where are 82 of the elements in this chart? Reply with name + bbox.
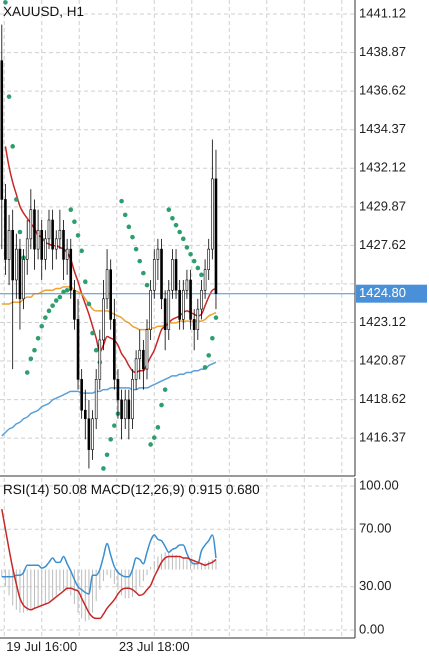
point — [210, 336, 215, 341]
point — [162, 387, 168, 392]
line-series — [1, 508, 217, 620]
point — [24, 370, 30, 375]
y-tick-label: 1423.12 — [359, 314, 406, 329]
point — [79, 248, 84, 254]
point — [10, 144, 15, 149]
point — [39, 324, 44, 329]
point — [126, 224, 132, 230]
line-series — [1, 361, 217, 437]
y-tick-label: 1416.37 — [359, 430, 406, 445]
point — [64, 288, 70, 293]
point — [43, 315, 48, 320]
x-tick-label: 19 Jul 16:00 — [6, 639, 78, 654]
y-tick-label: 1432.12 — [359, 160, 406, 175]
point — [159, 402, 164, 408]
point — [54, 298, 59, 303]
point — [14, 197, 19, 202]
point — [177, 230, 182, 234]
y-tick-label: 70.00 — [359, 520, 392, 536]
point — [137, 258, 142, 264]
candlestick — [138, 329, 142, 380]
y-tick-label: 1418.62 — [359, 391, 406, 406]
point — [86, 302, 92, 306]
point — [3, 0, 8, 5]
line-series — [1, 286, 217, 330]
y-tick-label: 30.00 — [359, 578, 392, 594]
point — [141, 270, 146, 276]
point — [174, 222, 178, 228]
y-tick-label: 1441.12 — [359, 5, 406, 20]
point — [170, 216, 175, 221]
y-tick-label: 1434.37 — [359, 121, 406, 136]
point — [119, 198, 124, 204]
ref-line-label: 1424.80 — [359, 285, 406, 300]
point — [214, 315, 218, 320]
y-tick-label: 1427.62 — [359, 236, 406, 252]
point — [188, 252, 193, 257]
point — [76, 233, 80, 238]
point — [108, 437, 113, 442]
point — [166, 207, 172, 212]
candlestick — [124, 389, 127, 430]
point — [94, 348, 98, 353]
y-tick-label: 1436.62 — [359, 82, 406, 98]
chart-title: XAUUSD, H1 — [3, 4, 84, 19]
x-tick-label: 23 Jul 18:00 — [118, 639, 190, 654]
point — [144, 282, 150, 288]
point — [90, 330, 95, 336]
point — [104, 452, 110, 458]
point — [82, 279, 88, 284]
point — [46, 308, 52, 314]
point — [68, 207, 74, 212]
point — [36, 336, 40, 341]
point — [196, 266, 200, 270]
point — [156, 425, 160, 430]
point — [101, 466, 106, 471]
y-tick-label: 100.00 — [359, 477, 399, 492]
point — [134, 246, 138, 252]
point — [130, 234, 135, 240]
chart-title: RSI(14) 50.08 MACD(12,26,9) 0.915 0.680 — [3, 482, 260, 497]
y-tick-label: 1420.87 — [359, 352, 406, 368]
point — [28, 356, 34, 362]
candlestick — [36, 209, 40, 260]
point — [202, 365, 208, 370]
point — [72, 219, 77, 224]
point — [152, 435, 157, 440]
point — [184, 245, 190, 250]
point — [206, 353, 212, 358]
y-tick-label: 1438.87 — [359, 44, 406, 60]
y-tick-label: 0.00 — [359, 621, 384, 636]
point — [122, 212, 128, 218]
point — [50, 303, 55, 308]
point — [6, 94, 12, 99]
point — [192, 258, 196, 264]
point — [181, 236, 186, 242]
point — [148, 442, 153, 447]
y-tick-label: 1429.87 — [359, 198, 406, 214]
point — [112, 423, 117, 428]
point — [199, 272, 204, 278]
point — [58, 294, 62, 300]
point — [32, 348, 37, 353]
point — [18, 230, 22, 234]
line-series — [1, 534, 217, 595]
